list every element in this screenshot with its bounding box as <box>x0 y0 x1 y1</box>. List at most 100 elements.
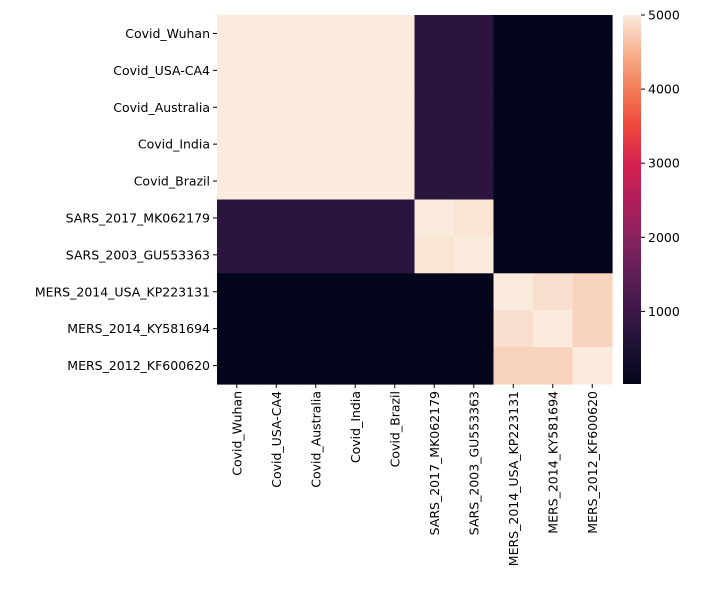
heatmap-cell <box>335 236 376 274</box>
heatmap-cell <box>217 310 258 348</box>
row-tick-label: MERS_2014_USA_KP223131 <box>35 284 210 299</box>
heatmap-cell <box>296 51 337 90</box>
heatmap-cell <box>375 347 416 385</box>
heatmap-cell <box>533 347 574 385</box>
column-tick-label: Covid_USA-CA4 <box>269 391 284 488</box>
heatmap-cell <box>296 15 337 53</box>
heatmap-cell <box>296 310 337 348</box>
heatmap-cell <box>454 51 495 90</box>
heatmap-cell <box>296 88 337 127</box>
heatmap-cell <box>572 347 613 385</box>
heatmap-cell <box>493 162 534 201</box>
colorbar-tick-label: 4000 <box>648 82 680 97</box>
heatmap-cell <box>335 347 376 385</box>
heatmap-cell <box>533 199 574 237</box>
heatmap-cell <box>335 15 376 53</box>
colorbar: 1000 2000 3000 4000 5000 <box>623 8 680 384</box>
heatmap-cell <box>493 199 534 237</box>
heatmap-cell <box>256 310 297 348</box>
column-tick-label: Covid_Brazil <box>387 391 402 467</box>
heatmap-cell <box>217 236 258 274</box>
heatmap-cell <box>572 236 613 274</box>
heatmap-cell <box>256 273 297 311</box>
column-tick-label: Covid_India <box>348 391 363 463</box>
heatmap-cell <box>375 236 416 274</box>
colorbar-tick-label: 5000 <box>648 8 680 23</box>
heatmap-cell <box>414 15 455 53</box>
colorbar-tick-label: 1000 <box>648 304 680 319</box>
column-tick-label: Covid_Australia <box>308 391 323 488</box>
colorbar-ticks: 1000 2000 3000 4000 5000 <box>641 8 680 319</box>
heatmap-cell <box>454 273 495 311</box>
heatmap-cell <box>217 51 258 90</box>
heatmap-cell <box>533 273 574 311</box>
heatmap-cell <box>217 15 258 53</box>
heatmap-cell <box>217 347 258 385</box>
heatmap-cell <box>414 51 455 90</box>
heatmap-cell <box>493 125 534 164</box>
heatmap-cell <box>296 236 337 274</box>
column-tick-label: SARS_2017_MK062179 <box>427 391 442 535</box>
colorbar-tick-label: 2000 <box>648 230 680 245</box>
heatmap-cell <box>335 162 376 201</box>
heatmap-cell <box>375 88 416 127</box>
heatmap-cell <box>256 51 297 90</box>
row-tick-label: Covid_Wuhan <box>125 26 210 41</box>
colorbar-tick-label: 3000 <box>648 156 680 171</box>
heatmap-cell <box>454 162 495 201</box>
heatmap-cell <box>375 273 416 311</box>
heatmap-cell <box>256 236 297 274</box>
heatmap-cell <box>572 15 613 53</box>
heatmap-cell <box>296 199 337 237</box>
heatmap-cell <box>335 273 376 311</box>
heatmap-cell <box>375 310 416 348</box>
row-tick-label: Covid_Australia <box>113 100 210 115</box>
heatmap-cell <box>572 51 613 90</box>
heatmap-cell <box>454 199 495 237</box>
heatmap-cell <box>335 88 376 127</box>
column-tick-labels: Covid_Wuhan Covid_USA-CA4 Covid_Australia C… <box>229 384 600 566</box>
heatmap-cell <box>454 310 495 348</box>
heatmap-cell <box>296 125 337 164</box>
heatmap-cell <box>256 162 297 201</box>
heatmap-cell <box>414 125 455 164</box>
heatmap-cell <box>256 199 297 237</box>
heatmap-cell <box>533 310 574 348</box>
heatmap-cell <box>493 310 534 348</box>
heatmap-cell <box>414 162 455 201</box>
heatmap-cell <box>533 51 574 90</box>
row-tick-label: SARS_2003_GU553363 <box>66 247 210 262</box>
column-tick-label: MERS_2012_KF600620 <box>585 391 600 534</box>
heatmap-cell <box>533 236 574 274</box>
row-tick-label: Covid_USA-CA4 <box>113 63 210 78</box>
heatmap-cell <box>335 199 376 237</box>
column-tick-label: MERS_2014_USA_KP223131 <box>506 391 521 566</box>
column-tick-label: Covid_Wuhan <box>229 391 244 476</box>
heatmap-cell <box>414 273 455 311</box>
row-tick-label: SARS_2017_MK062179 <box>66 210 210 225</box>
heatmap-cell <box>217 162 258 201</box>
heatmap-cell <box>256 347 297 385</box>
heatmap-cell <box>256 125 297 164</box>
heatmap-cell <box>217 125 258 164</box>
row-tick-label: MERS_2014_KY581694 <box>67 321 210 336</box>
heatmap-cell <box>493 15 534 53</box>
heatmap-cell <box>454 347 495 385</box>
heatmap-cell <box>572 162 613 201</box>
heatmap-cell <box>375 162 416 201</box>
row-tick-labels: Covid_Wuhan Covid_USA-CA4 Covid_Australia C… <box>35 26 217 373</box>
heatmap-cell <box>414 310 455 348</box>
heatmap-cell <box>414 88 455 127</box>
heatmap-cell <box>335 51 376 90</box>
heatmap-cell <box>493 236 534 274</box>
heatmap-cell <box>375 51 416 90</box>
heatmap-cell <box>335 310 376 348</box>
heatmap-cell <box>375 125 416 164</box>
row-tick-label: Covid_Brazil <box>134 174 210 189</box>
heatmap-cell <box>335 125 376 164</box>
heatmap-cell <box>414 236 455 274</box>
heatmap-cell <box>572 310 613 348</box>
row-tick-label: Covid_India <box>138 137 210 152</box>
heatmap-cell <box>217 199 258 237</box>
